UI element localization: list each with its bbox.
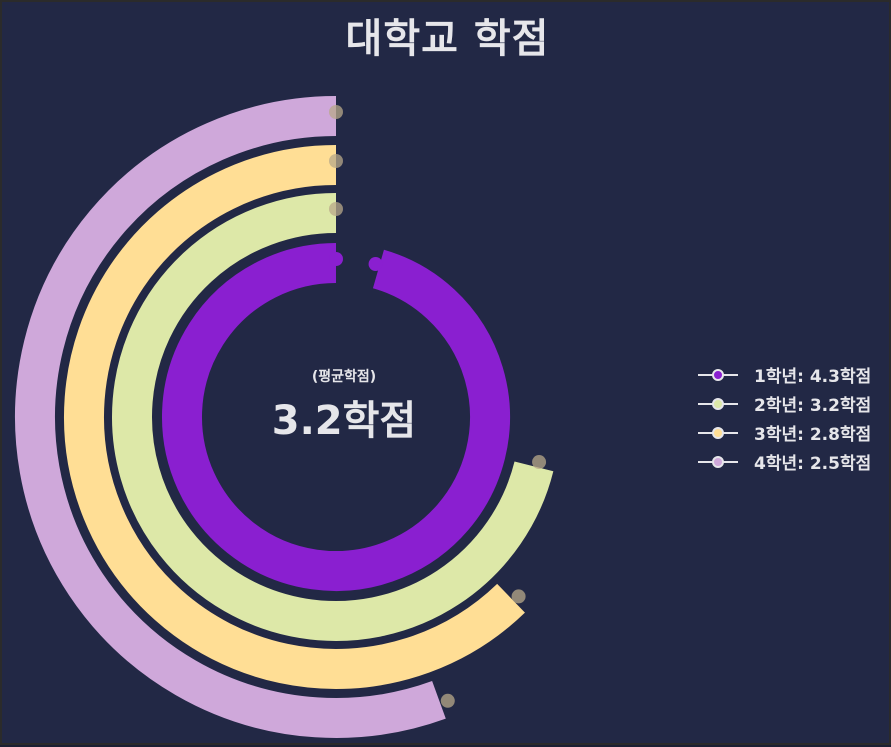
legend-label: 2학년: 3.2학점 (754, 396, 872, 416)
legend-item-4[interactable]: 4학년: 2.5학점 (698, 447, 871, 476)
bar-end-marker-2 (532, 455, 547, 470)
bar-end-marker-3 (329, 154, 343, 168)
legend-marker (698, 397, 738, 410)
legend-label: 1학년: 4.3학점 (754, 367, 872, 387)
legend-label: 4학년: 2.5학점 (754, 454, 872, 474)
legend-item-2[interactable]: 2학년: 3.2학점 (698, 389, 871, 418)
legend-dot-icon (712, 397, 724, 410)
legend-item-3[interactable]: 3학년: 2.8학점 (698, 418, 871, 447)
bar-end-marker-1 (329, 252, 343, 266)
legend-marker (698, 368, 738, 381)
legend-marker (698, 455, 738, 468)
legend-label: 3학년: 2.8학점 (754, 425, 872, 445)
bar-end-marker-2 (329, 202, 343, 216)
legend-item-1[interactable]: 1학년: 4.3학점 (698, 360, 871, 389)
chart-title: 대학교 학점 (345, 16, 550, 62)
radial-bar-3[interactable] (64, 145, 525, 689)
legend-marker (698, 426, 738, 439)
center-label: (평균학점) (311, 369, 377, 385)
radial-bar-1[interactable] (162, 243, 510, 591)
bar-end-marker-1 (368, 257, 383, 272)
legend-dot-icon (712, 368, 724, 381)
radial-bar-4[interactable] (15, 96, 446, 738)
center-value: 3.2학점 (271, 398, 417, 444)
radial-bar-2[interactable] (112, 193, 554, 641)
legend: 1학년: 4.3학점 2학년: 3.2학점 3학년: 2.8학점 4학년: 2.… (698, 360, 871, 476)
legend-dot-icon (712, 455, 724, 468)
bar-end-marker-4 (329, 105, 343, 119)
legend-dot-icon (712, 426, 724, 439)
bar-end-marker-3 (511, 589, 526, 604)
bar-end-marker-4 (440, 693, 455, 708)
